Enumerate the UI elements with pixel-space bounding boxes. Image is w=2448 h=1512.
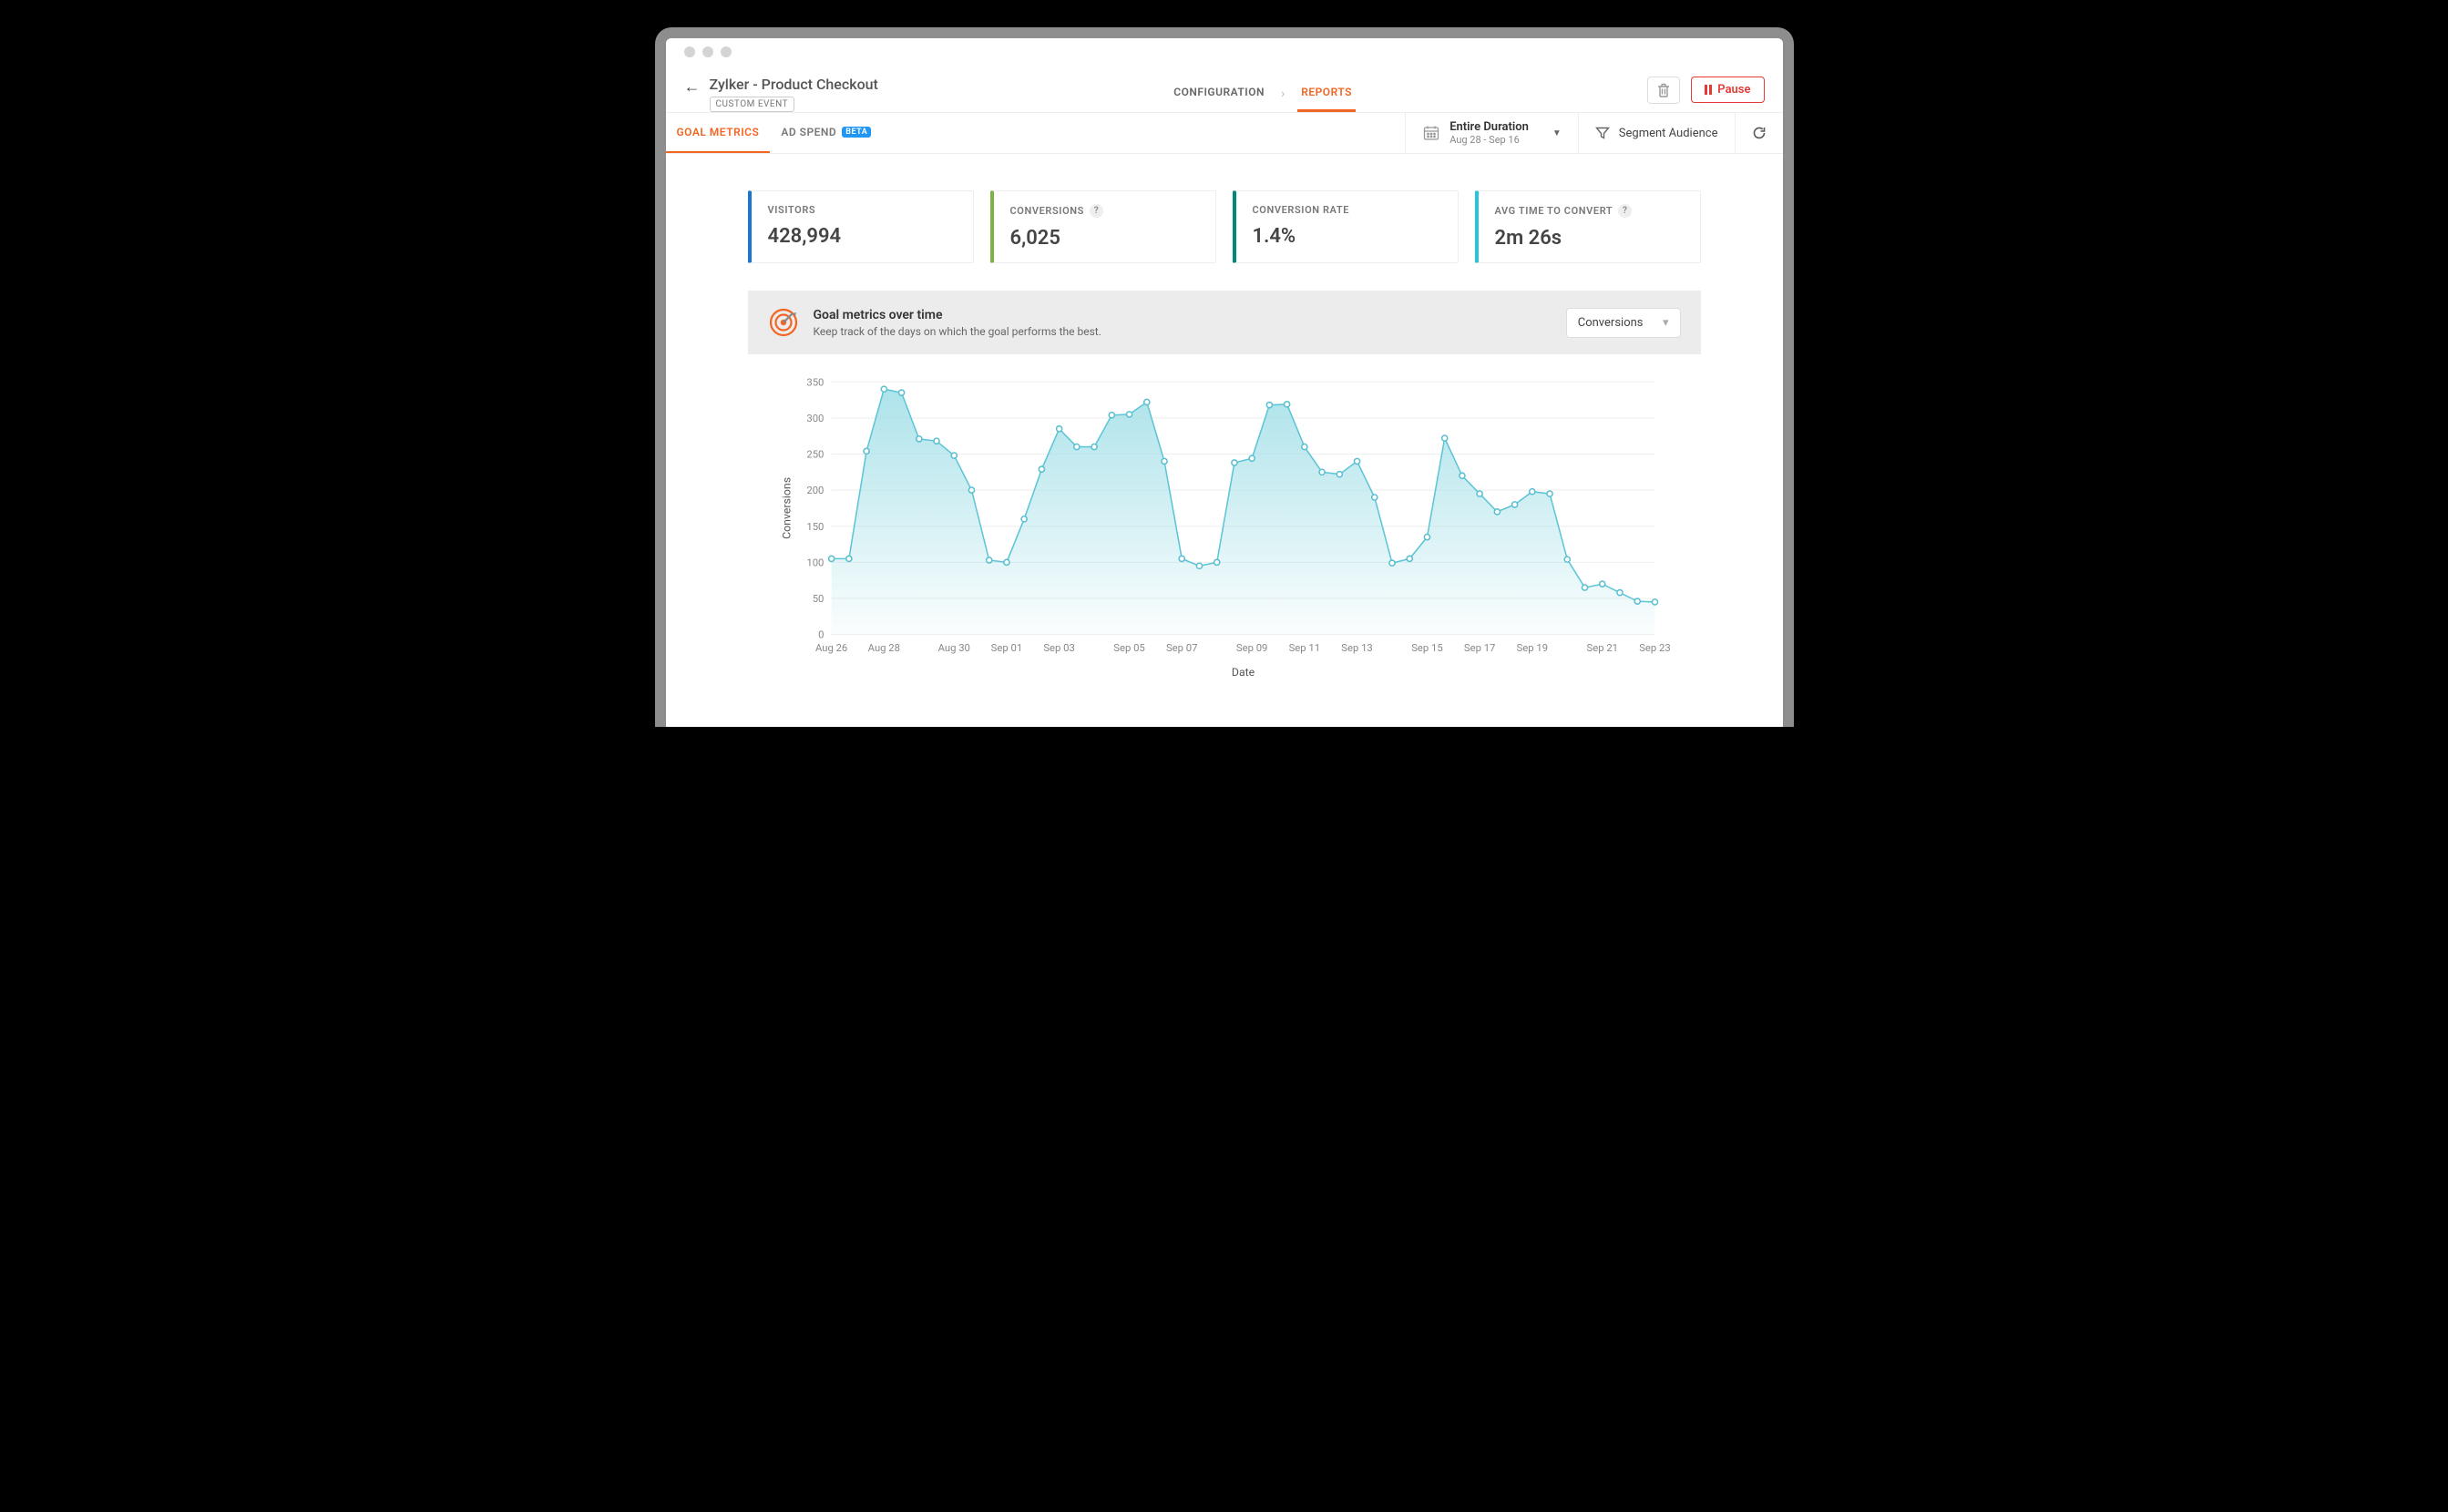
chart-header: Goal metrics over time Keep track of the… [748,291,1701,354]
date-range-title: Entire Duration [1449,120,1529,134]
window-dot [684,46,695,57]
svg-text:Date: Date [1231,667,1255,679]
tab-reports[interactable]: REPORTS [1297,75,1356,112]
back-arrow-icon[interactable]: ← [684,77,701,97]
metric-label: VISITORS [768,204,957,216]
pause-label: Pause [1717,83,1750,97]
metric-label: CONVERSION RATE [1253,204,1441,216]
metric-conversion-rate: CONVERSION RATE 1.4% [1233,190,1459,263]
header-actions: Pause [1647,77,1764,104]
subtab-goal-metrics[interactable]: GOAL METRICS [666,113,771,153]
svg-text:50: 50 [812,593,824,605]
svg-text:Sep 07: Sep 07 [1165,642,1197,654]
beta-badge: BETA [842,127,871,138]
window-dot [721,46,732,57]
refresh-button[interactable] [1736,113,1783,153]
svg-text:250: 250 [806,449,824,461]
date-range-picker[interactable]: Entire Duration Aug 28 - Sep 16 ▼ [1405,113,1579,153]
caret-down-icon: ▼ [1552,128,1562,138]
pause-icon [1705,85,1712,95]
metrics-row: VISITORS 428,994 CONVERSIONS ? 6,025 CON… [666,154,1783,263]
sub-right: Entire Duration Aug 28 - Sep 16 ▼ Segmen… [1405,113,1782,153]
metric-label: AVG TIME TO CONVERT ? [1495,204,1684,218]
chart-section: Goal metrics over time Keep track of the… [666,263,1783,727]
metric-value: 1.4% [1253,225,1441,248]
svg-text:Sep 13: Sep 13 [1341,642,1373,654]
sub-header: GOAL METRICS AD SPEND BETA Entire Durati… [666,113,1783,154]
help-icon[interactable]: ? [1618,204,1632,218]
metric-conversions: CONVERSIONS ? 6,025 [990,190,1216,263]
filter-icon [1595,126,1610,140]
event-type-tag: CUSTOM EVENT [710,97,795,112]
svg-text:200: 200 [806,485,824,496]
segment-audience-button[interactable]: Segment Audience [1579,113,1736,153]
svg-text:Aug 28: Aug 28 [867,642,899,654]
svg-text:Sep 17: Sep 17 [1463,642,1495,654]
page-title: Zylker - Product Checkout [710,76,878,93]
trash-icon [1657,83,1670,97]
svg-text:0: 0 [818,629,824,641]
svg-text:Sep 05: Sep 05 [1113,642,1145,654]
window-dot [702,46,713,57]
svg-text:Sep 23: Sep 23 [1639,642,1671,654]
area-chart: 0 50 100 150 200 250 300 350 Conversions Aug 26 Au… [775,373,1674,681]
chart-title-block: Goal metrics over time Keep track of the… [814,308,1101,338]
chart-header-left: Goal metrics over time Keep track of the… [768,307,1101,338]
metric-select[interactable]: Conversions [1566,308,1681,338]
refresh-icon [1752,126,1767,140]
svg-text:Sep 21: Sep 21 [1586,642,1618,654]
chart-subtitle: Keep track of the days on which the goal… [814,325,1101,338]
metric-label: CONVERSIONS ? [1010,204,1199,218]
svg-text:Sep 09: Sep 09 [1235,642,1267,654]
date-range-text: Entire Duration Aug 28 - Sep 16 [1449,120,1529,146]
svg-text:Sep 19: Sep 19 [1516,642,1548,654]
pause-button[interactable]: Pause [1691,77,1764,103]
metric-avg-time: AVG TIME TO CONVERT ? 2m 26s [1475,190,1701,263]
svg-text:Aug 30: Aug 30 [937,642,969,654]
delete-button[interactable] [1647,77,1680,104]
svg-text:300: 300 [806,413,824,424]
svg-text:Sep 03: Sep 03 [1043,642,1075,654]
svg-text:Sep 11: Sep 11 [1288,642,1320,654]
svg-text:100: 100 [806,557,824,568]
svg-text:Conversions: Conversions [781,477,794,539]
help-icon[interactable]: ? [1090,204,1103,218]
metric-value: 6,025 [1010,227,1199,250]
svg-text:Aug 26: Aug 26 [814,642,846,654]
metric-select-value: Conversions [1578,316,1644,330]
subtab-ad-spend[interactable]: AD SPEND BETA [770,113,882,153]
window-titlebar [666,38,1783,66]
segment-label: Segment Audience [1619,127,1718,140]
svg-text:350: 350 [806,376,824,388]
chart-title: Goal metrics over time [814,308,1101,322]
page-header: ← Zylker - Product Checkout CUSTOM EVENT… [666,66,1783,113]
sub-tabs: GOAL METRICS AD SPEND BETA [666,113,883,153]
date-range-value: Aug 28 - Sep 16 [1449,134,1529,146]
header-tabs: CONFIGURATION › REPORTS [1170,75,1356,112]
calendar-icon [1422,124,1440,142]
title-block: Zylker - Product Checkout CUSTOM EVENT [710,76,878,112]
chevron-right-icon: › [1281,87,1285,101]
svg-text:Sep 15: Sep 15 [1411,642,1443,654]
app-window: ← Zylker - Product Checkout CUSTOM EVENT… [655,27,1794,727]
metric-value: 2m 26s [1495,227,1684,250]
metric-value: 428,994 [768,225,957,248]
metric-visitors: VISITORS 428,994 [748,190,974,263]
tab-configuration[interactable]: CONFIGURATION [1170,75,1268,112]
chart-body: 0 50 100 150 200 250 300 350 Conversions Aug 26 Au… [748,354,1701,690]
target-icon [768,307,799,338]
svg-text:Sep 01: Sep 01 [990,642,1022,654]
header-left: ← Zylker - Product Checkout CUSTOM EVENT [684,76,878,112]
svg-text:150: 150 [806,521,824,533]
